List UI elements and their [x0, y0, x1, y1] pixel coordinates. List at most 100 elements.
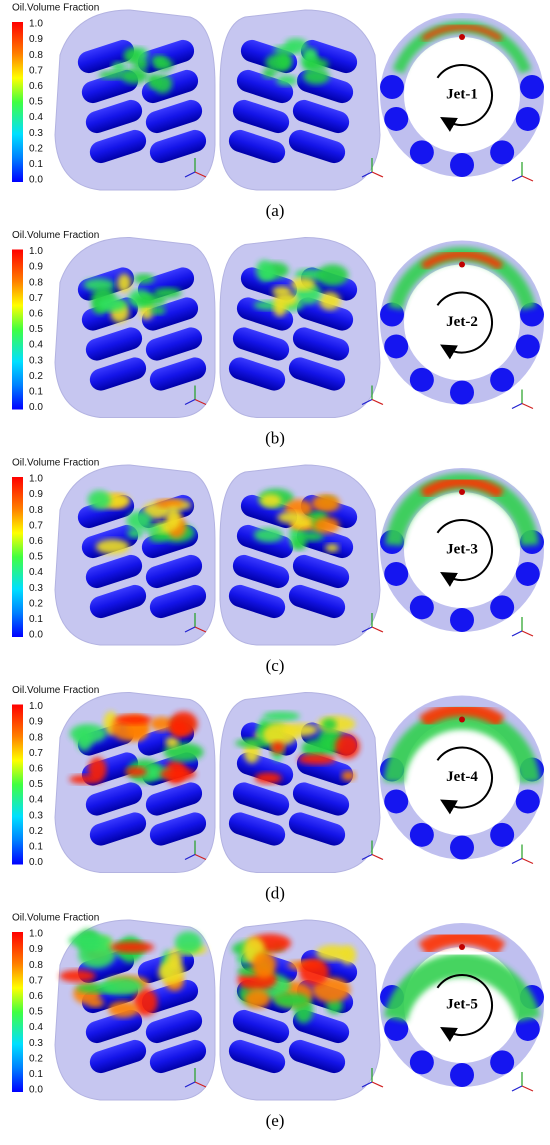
roller — [141, 297, 199, 331]
colorbar-tick-label: 0.5 — [29, 1007, 43, 1018]
oil-blob — [98, 70, 125, 79]
colorbar-tick-label: 1.0 — [29, 19, 43, 30]
roller — [232, 782, 290, 816]
oil-blob — [59, 969, 96, 983]
ball — [515, 561, 540, 586]
oil-blob — [108, 1001, 139, 1018]
colorbar-tick-label: 0.3 — [29, 128, 43, 139]
roller — [300, 949, 358, 984]
roller — [85, 782, 143, 816]
colorbar-tick-label: 0.1 — [29, 614, 43, 625]
colorbar-tick-label: 0.5 — [29, 552, 43, 563]
roller — [232, 327, 290, 361]
jet-nozzle — [459, 34, 465, 40]
axis-z — [511, 175, 523, 182]
ball — [450, 608, 474, 632]
colorbar-title: Oil.Volume Fraction — [12, 913, 99, 924]
colorbar-title: Oil.Volume Fraction — [12, 3, 99, 14]
jet-nozzle — [459, 489, 465, 495]
colorbar-tick-label: 0.5 — [29, 324, 43, 335]
colorbar-tick-label: 0.9 — [29, 34, 43, 45]
oil-blob — [151, 55, 168, 66]
colorbar-tick-label: 0.0 — [29, 630, 43, 641]
oil-blob — [291, 277, 316, 291]
caption: (a) — [266, 201, 285, 220]
oil-blob — [133, 988, 158, 1017]
oil-blob — [126, 511, 152, 531]
roller — [85, 327, 143, 361]
oil-blob — [150, 716, 173, 732]
oil-blob — [276, 75, 298, 86]
ball — [450, 1063, 474, 1087]
oil-blob — [296, 531, 325, 542]
roller — [85, 99, 143, 134]
ball — [490, 595, 515, 620]
roller — [89, 129, 147, 164]
oil-blob — [127, 528, 144, 539]
roller — [232, 1009, 290, 1044]
roller — [232, 99, 290, 134]
roller — [236, 69, 294, 104]
oil-blob — [167, 949, 182, 969]
roller — [228, 1039, 286, 1074]
jet-nozzle — [459, 944, 465, 950]
oil-blob — [273, 45, 299, 54]
axis-z — [184, 853, 196, 861]
oil-blob — [110, 941, 155, 953]
axis-x — [194, 853, 207, 861]
roller — [292, 782, 350, 816]
ball — [515, 789, 540, 814]
roller — [228, 357, 286, 391]
colorbar-tick-label: 0.1 — [29, 842, 43, 853]
axis-z — [184, 626, 196, 633]
oil-blob — [155, 499, 184, 508]
roller — [292, 99, 350, 134]
jet-label: Jet-1 — [446, 86, 478, 102]
roller — [145, 1009, 203, 1044]
caption: (c) — [266, 656, 285, 675]
axis-z — [361, 626, 373, 633]
roller — [149, 129, 207, 164]
roller — [145, 327, 203, 361]
colorbar-tick-label: 0.2 — [29, 826, 43, 837]
caption: (e) — [266, 1111, 285, 1130]
colorbar: Oil.Volume Fraction 1.0 0.9 0.8 0.7 0.6 0.5 0.4… — [12, 3, 99, 186]
oil-blob — [88, 757, 107, 783]
axis-x — [371, 626, 384, 633]
rotation-arrow — [436, 519, 493, 587]
oil-arc-hot — [419, 476, 505, 499]
colorbar-tick-label: 0.7 — [29, 65, 43, 76]
roller — [236, 297, 294, 331]
ball — [409, 367, 434, 392]
ball — [384, 789, 409, 814]
roller — [149, 357, 207, 391]
oil-blob — [316, 264, 349, 286]
bearing-view — [54, 236, 216, 418]
oil-blob — [68, 933, 113, 948]
colorbar-tick-label: 0.6 — [29, 309, 43, 320]
colorbar-tick-label: 0.4 — [29, 112, 43, 123]
roller — [292, 327, 350, 361]
rotation-arrow — [436, 974, 493, 1042]
ball — [450, 835, 474, 860]
oil-blob — [163, 742, 204, 762]
ball — [384, 106, 409, 131]
axis-x — [521, 402, 534, 410]
rotation-arrow — [436, 746, 493, 815]
oil-blob — [87, 490, 111, 510]
oil-blob — [235, 738, 274, 748]
axis-x — [521, 857, 534, 865]
roller — [288, 129, 346, 164]
oil-blob — [260, 494, 282, 508]
colorbar-tick-label: 0.2 — [29, 143, 43, 154]
colorbar-tick-label: 0.9 — [29, 717, 43, 728]
oil-blob — [153, 287, 182, 299]
jet-label: Jet-3 — [446, 541, 478, 557]
oil-blob — [271, 741, 285, 754]
oil-blob — [301, 739, 329, 758]
oil-blob — [165, 506, 182, 530]
colorbar-tick-label: 0.3 — [29, 810, 43, 821]
colorbar-gradient — [12, 249, 23, 410]
oil-blob — [100, 977, 143, 996]
ball — [490, 367, 515, 392]
